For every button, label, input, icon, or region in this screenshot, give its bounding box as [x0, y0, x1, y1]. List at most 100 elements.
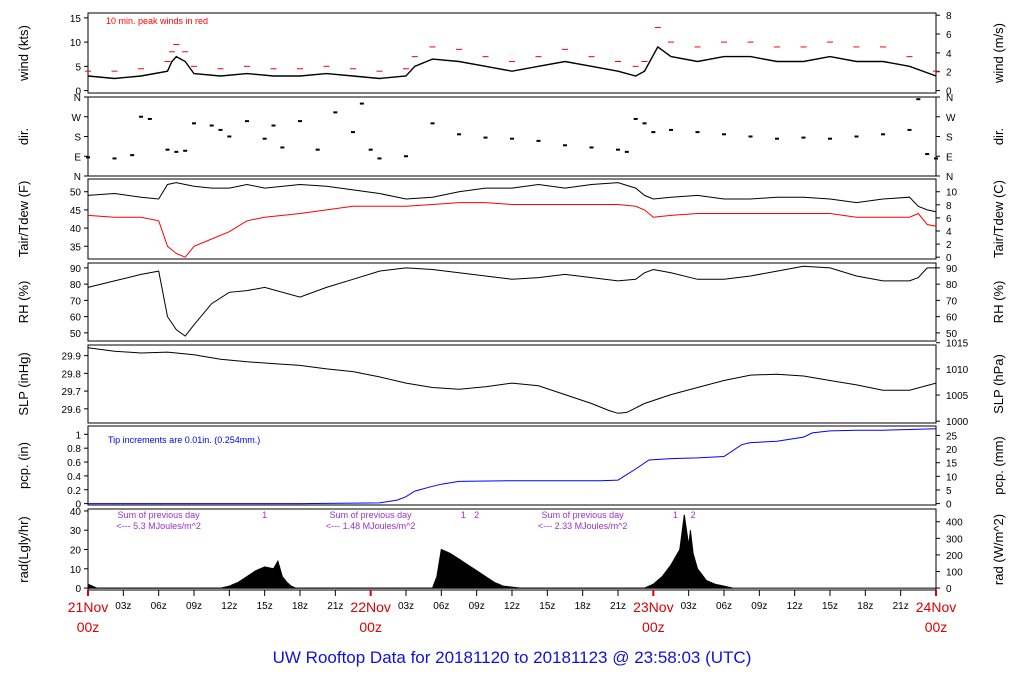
y-tick-label-left: 29.7	[62, 387, 82, 398]
y-tick-label-right: 100	[946, 567, 963, 578]
y-tick-label-left: 0	[75, 500, 81, 511]
x-day-sub-label: 00z	[642, 619, 665, 635]
precip-line	[88, 428, 937, 505]
y-axis-label-left: dir.	[16, 128, 31, 145]
y-tick-label-left: 30	[70, 526, 82, 537]
y-tick-label-left: 50	[70, 188, 82, 199]
y-tick-label-right: 10	[946, 188, 958, 199]
y-tick-label-right: 0	[946, 87, 952, 98]
y-tick-label-right: 8	[946, 11, 952, 22]
x-tick-label: 09z	[751, 601, 767, 612]
y-tick-label-left: 15	[70, 14, 82, 25]
y-tick-label-right: 10	[946, 472, 958, 483]
x-tick-label: 21z	[327, 601, 343, 612]
wind-speed-line	[87, 45, 937, 80]
rad-marker: 2	[474, 510, 479, 520]
y-tick-label-right: 70	[946, 296, 958, 307]
x-day-sub-label: 00z	[77, 619, 100, 635]
y-tick-label-left: 0.6	[67, 458, 81, 469]
y-tick-label-left: E	[74, 152, 81, 163]
x-day-label: 23Nov	[633, 599, 673, 615]
panel-frame	[87, 12, 937, 94]
y-tick-label-left: 60	[70, 313, 82, 324]
daily-sum-title: Sum of previous day	[542, 510, 625, 520]
air-temp-line	[87, 182, 937, 213]
daily-sum-value: <--- 5.3 MJoules/m^2	[116, 521, 201, 531]
panel-frame	[87, 344, 937, 424]
rh-line	[87, 265, 936, 337]
y-tick-label-right: S	[946, 133, 953, 144]
y-tick-label-right: 4	[946, 49, 952, 60]
x-tick-label: 09z	[186, 601, 202, 612]
x-tick-label: 15z	[539, 601, 555, 612]
y-tick-label-right: 8	[946, 201, 952, 212]
y-tick-label-left: 0.2	[67, 486, 81, 497]
panel-frame	[87, 508, 937, 591]
y-tick-label-right: 0	[946, 253, 952, 264]
y-tick-label-left: 70	[70, 296, 82, 307]
x-tick-label: 15z	[822, 601, 838, 612]
dewpoint-line	[87, 202, 937, 258]
x-tick-label: 21z	[893, 601, 909, 612]
y-tick-label-right: 15	[946, 459, 958, 470]
precip-annotation: Tip increments are 0.01in. (0.254mm.)	[108, 435, 260, 445]
x-tick-label: 18z	[575, 601, 591, 612]
x-day-sub-label: 00z	[359, 619, 382, 635]
panel-frame	[87, 262, 937, 342]
y-tick-label-left: 0	[75, 584, 81, 595]
daily-sum-value: <--- 1.48 MJoules/m^2	[326, 521, 416, 531]
y-tick-label-right: E	[946, 152, 953, 163]
y-tick-label-right: 200	[946, 551, 963, 562]
y-tick-label-left: 29.9	[62, 352, 82, 363]
y-tick-label-right: 0	[946, 500, 952, 511]
x-tick-label: 03z	[398, 601, 414, 612]
y-tick-label-right: 2	[946, 240, 952, 251]
y-tick-label-left: 50	[70, 329, 82, 340]
y-tick-label-right: 4	[946, 227, 952, 238]
x-tick-label: 03z	[681, 601, 697, 612]
y-axis-label-right: pcp. (mm)	[991, 436, 1006, 495]
y-tick-label-right: 300	[946, 534, 963, 545]
y-tick-label-left: 90	[70, 264, 82, 275]
y-axis-label-left: SLP (inHg)	[16, 352, 31, 415]
y-axis-label-left: wind (kts)	[16, 25, 31, 82]
y-tick-label-right: 60	[946, 313, 958, 324]
x-day-sub-label: 00z	[925, 619, 948, 635]
x-tick-label: 06z	[433, 601, 449, 612]
y-axis-label-right: wind (m/s)	[991, 23, 1006, 84]
daily-sum-value: <--- 2.33 MJoules/m^2	[538, 521, 628, 531]
y-tick-label-left: 35	[70, 242, 82, 253]
y-tick-label-left: W	[72, 113, 82, 124]
y-tick-label-right: 400	[946, 518, 963, 529]
y-tick-label-right: 90	[946, 264, 958, 275]
x-tick-label: 12z	[787, 601, 803, 612]
rad-marker: 2	[691, 510, 696, 520]
y-tick-label-left: 45	[70, 206, 82, 217]
panel-frame	[87, 178, 937, 260]
y-tick-label-left: 0	[75, 87, 81, 98]
y-tick-label-left: 29.8	[62, 369, 82, 380]
panel-frame	[87, 96, 937, 177]
y-axis-label-right: rad (W/m^2)	[991, 514, 1006, 585]
y-tick-label-right: W	[946, 113, 956, 124]
y-tick-label-right: 80	[946, 280, 958, 291]
x-day-label: 21Nov	[68, 599, 108, 615]
y-tick-label-left: 40	[70, 507, 82, 518]
y-tick-label-right: 1015	[946, 339, 969, 350]
y-tick-label-left: 80	[70, 280, 82, 291]
y-tick-label-left: 1	[75, 430, 81, 441]
rad-marker: 1	[673, 510, 678, 520]
y-axis-label-right: SLP (hPa)	[991, 354, 1006, 414]
y-tick-label-right: 0	[946, 584, 952, 595]
y-axis-label-left: RH (%)	[16, 281, 31, 324]
y-tick-label-right: 1005	[946, 391, 969, 402]
x-tick-label: 18z	[292, 601, 308, 612]
y-tick-label-right: N	[946, 172, 953, 183]
x-day-label: 24Nov	[916, 599, 956, 615]
x-tick-label: 06z	[151, 601, 167, 612]
y-tick-label-left: 0.4	[67, 472, 81, 483]
x-tick-label: 06z	[716, 601, 732, 612]
y-tick-label-left: 0.8	[67, 444, 81, 455]
y-tick-label-right: N	[946, 93, 953, 104]
y-tick-label-right: 1000	[946, 417, 969, 428]
